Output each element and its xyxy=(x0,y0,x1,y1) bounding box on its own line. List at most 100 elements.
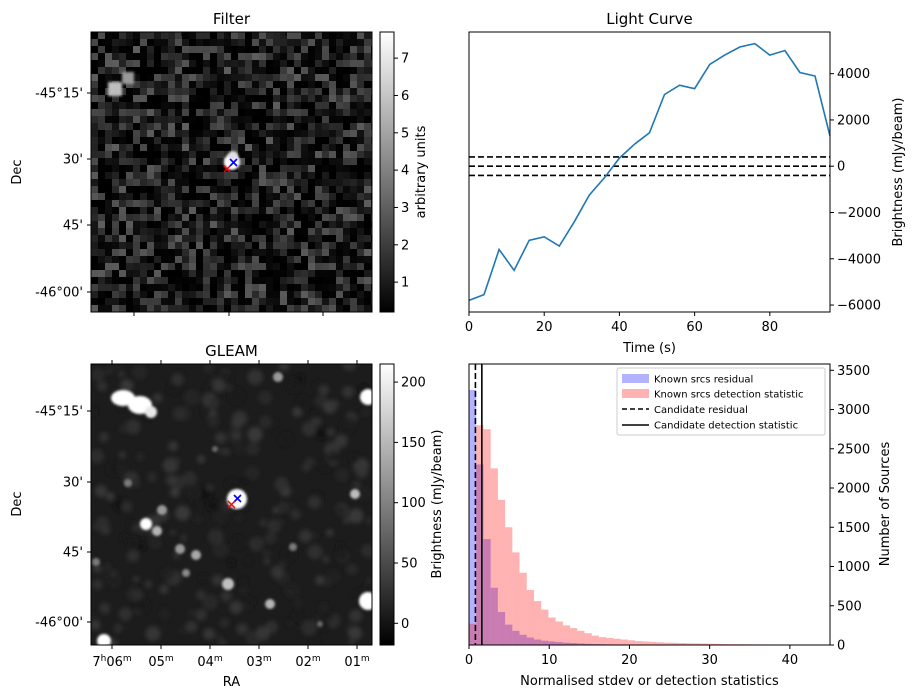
histogram-bar xyxy=(519,572,527,645)
colorbar-tick-label: 5 xyxy=(401,126,409,141)
histogram-bar xyxy=(570,643,578,645)
histogram-bar xyxy=(613,638,621,645)
histogram-bar xyxy=(591,635,599,645)
filter-dec-tick: -45°15' xyxy=(35,87,83,102)
y-tick-label: 2000 xyxy=(837,113,870,128)
gleam-title: GLEAM xyxy=(205,342,258,360)
histogram-bar xyxy=(548,617,556,645)
histogram-bar xyxy=(497,499,506,645)
filter-markers xyxy=(223,158,238,173)
histogram-bar xyxy=(685,643,693,645)
histogram-bar xyxy=(584,633,592,645)
histogram-bar xyxy=(577,630,585,645)
colorbar-tick-label: 150 xyxy=(401,436,426,451)
histogram-bar xyxy=(555,621,563,645)
histogram-panel: 0 10 20 30 40 0 500 1000 1500 2000 2500 3000 3500 N… xyxy=(465,363,893,689)
y-tick-label: 0 xyxy=(837,639,845,654)
histogram-bar xyxy=(533,639,542,645)
filter-dec-ticks: -45°15' 30' 45' -46°00' xyxy=(35,87,91,301)
histogram-bar xyxy=(541,640,549,645)
gleam-background-texture xyxy=(91,364,372,645)
histogram-bar xyxy=(656,642,664,645)
gleam-dec-tick: -45°15' xyxy=(35,405,83,420)
ra-tick-label: 02m xyxy=(295,654,320,670)
legend-swatch-residual xyxy=(622,374,649,383)
legend-label-candidate-detection: Candidate detection statistic xyxy=(654,421,798,432)
histogram-bar xyxy=(606,637,614,645)
light-curve-xlabel: Time (s) xyxy=(622,341,676,356)
x-tick-label: 0 xyxy=(465,320,473,335)
histogram-bar xyxy=(663,642,672,645)
histogram-bar xyxy=(671,642,679,645)
filter-dec-tick: 45' xyxy=(63,219,83,234)
light-curve-series-line xyxy=(469,42,830,302)
histogram-bar xyxy=(678,643,686,645)
histogram-bar xyxy=(469,389,477,645)
colorbar-tick-label: 3 xyxy=(401,201,409,216)
y-tick-label: −6000 xyxy=(837,299,881,314)
histogram-bar xyxy=(512,630,520,645)
x-tick-label: 60 xyxy=(686,320,703,335)
histogram-bar xyxy=(541,609,549,645)
candidate-lines xyxy=(474,364,483,645)
x-tick-label: 40 xyxy=(611,320,628,335)
x-tick-label: 20 xyxy=(621,653,638,668)
light-curve-title: Light Curve xyxy=(606,10,692,28)
filter-dec-tick: -46°00' xyxy=(35,286,83,301)
histogram-bar xyxy=(476,464,484,645)
x-tick-label: 40 xyxy=(782,653,799,668)
known-detection-bars xyxy=(469,425,830,645)
ra-tick-label: 05m xyxy=(148,654,173,670)
ra-tick-label: 04m xyxy=(197,654,222,670)
gleam-dec-ticks: -45°15' 30' 45' -46°00' xyxy=(35,405,91,631)
light-curve-panel: Light Curve 0 20 40 60 80 −6000 −4000 −2000 0 20… xyxy=(465,10,906,356)
histogram-bar xyxy=(497,612,506,645)
x-tick-label: 10 xyxy=(541,653,558,668)
histogram-bar xyxy=(490,587,498,645)
y-tick-label: −4000 xyxy=(837,252,881,267)
histogram-bar xyxy=(642,641,650,645)
histogram-bar xyxy=(562,642,571,645)
gleam-dec-tick: -46°00' xyxy=(35,616,83,631)
colorbar-tick-label: 6 xyxy=(401,89,409,104)
filter-ylabel: Dec xyxy=(10,159,25,184)
filter-axes-frame xyxy=(90,31,373,313)
x-tick-label: 30 xyxy=(701,653,718,668)
y-tick-label: 1500 xyxy=(837,521,870,536)
colorbar-tick-label: 50 xyxy=(401,556,418,571)
candidate-marker-x xyxy=(229,158,238,167)
gleam-top-ticks xyxy=(111,360,358,364)
filter-noise-pixels xyxy=(91,32,372,312)
histogram-bar xyxy=(505,624,513,645)
candidate-marker-x xyxy=(233,494,242,503)
gleam-ylabel: Dec xyxy=(10,491,25,516)
light-curve-axes-frame xyxy=(468,31,831,313)
colorbar-tick-label: 4 xyxy=(401,164,409,179)
histogram-bar xyxy=(533,601,542,645)
y-tick-label: 4000 xyxy=(837,67,870,82)
histogram-bar xyxy=(635,641,643,645)
light-curve-points xyxy=(468,43,831,301)
x-tick-label: 0 xyxy=(465,653,473,668)
threshold-lines xyxy=(469,156,830,177)
colorbar-tick-label: 100 xyxy=(401,496,426,511)
histogram-bar xyxy=(555,642,563,645)
histogram-bar xyxy=(649,641,657,645)
histogram-bar xyxy=(483,429,491,645)
histogram-bar xyxy=(483,539,491,645)
filter-colorbar: 1 2 3 4 5 6 7 arbitrary units xyxy=(379,31,429,313)
histogram-bar xyxy=(562,625,571,645)
histogram-bar xyxy=(548,641,556,645)
histogram-bar xyxy=(526,637,534,645)
colorbar-tick-label: 2 xyxy=(401,238,409,253)
gleam-colorbar-label: Brightness (mJy/beam) xyxy=(430,430,445,579)
legend-label-candidate-residual: Candidate residual xyxy=(654,405,748,416)
filter-top-ticks xyxy=(90,32,324,316)
histogram-bar xyxy=(707,643,715,645)
light-curve-x-ticks: 0 20 40 60 80 xyxy=(465,312,778,335)
gleam-xlabel: RA xyxy=(223,675,241,690)
gleam-markers xyxy=(227,494,242,509)
y-tick-label: 3500 xyxy=(837,364,870,379)
light-curve-ylabel: Brightness (mJy/beam) xyxy=(891,98,906,247)
histogram-bar xyxy=(598,637,607,645)
